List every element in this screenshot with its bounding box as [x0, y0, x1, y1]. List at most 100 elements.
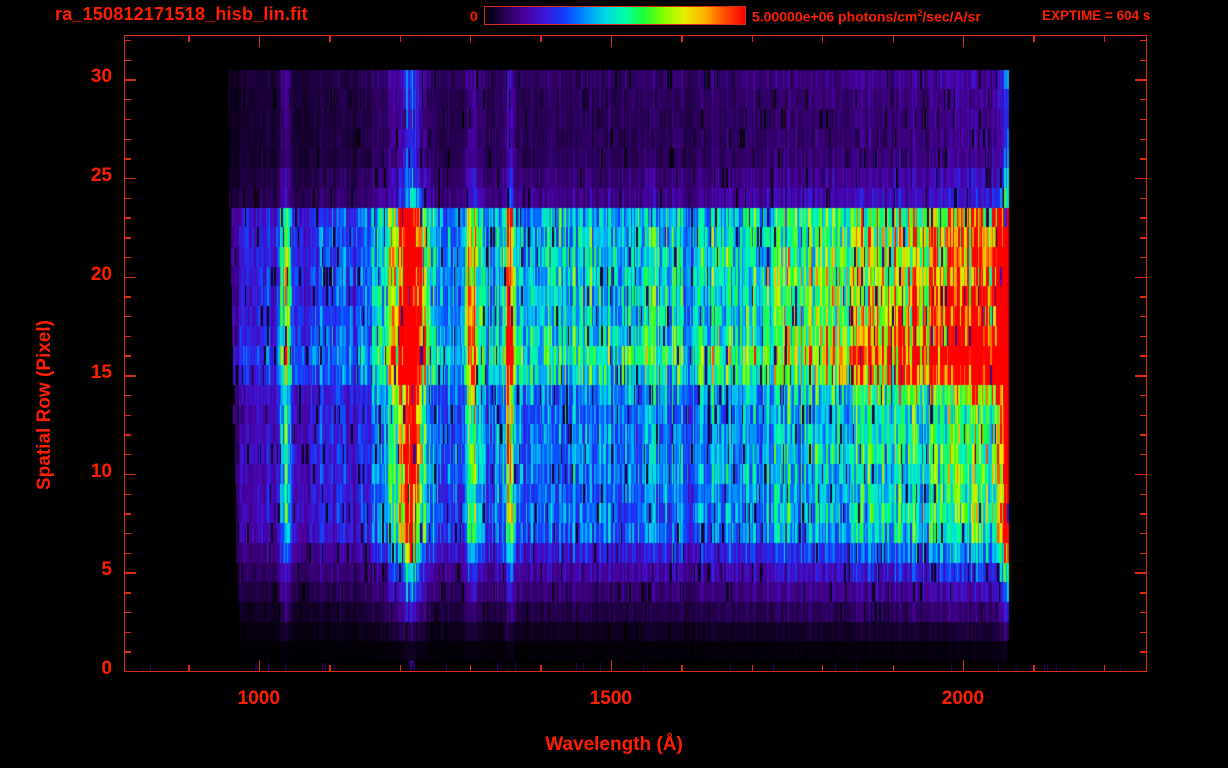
y-minor-tick-right	[1140, 59, 1146, 62]
y-tick-label: 30	[90, 66, 112, 88]
page-title: ra_150812171518_hisb_lin.fit	[55, 4, 308, 24]
y-minor-tick-right	[1140, 355, 1146, 357]
y-minor-tick	[125, 316, 131, 318]
y-minor-tick	[125, 355, 131, 357]
x-tick-label: 1500	[589, 688, 632, 709]
x-minor-tick	[1033, 665, 1035, 671]
x-minor-tick	[892, 665, 894, 671]
y-major-tick-right	[1135, 572, 1146, 574]
x-major-tick-top	[258, 36, 261, 47]
y-tick-label: 0	[101, 658, 112, 679]
x-tick-label: 2000	[941, 688, 985, 709]
x-minor-tick-top	[188, 36, 190, 42]
exptime-label: EXPTIME = 604 s	[1042, 8, 1151, 23]
x-minor-tick	[329, 665, 331, 671]
x-major-tick	[962, 660, 965, 671]
x-minor-tick-top	[822, 36, 824, 42]
y-minor-tick	[125, 394, 131, 397]
y-minor-tick	[125, 256, 131, 259]
y-minor-tick-right	[1140, 296, 1146, 298]
y-major-tick	[125, 473, 136, 476]
y-minor-tick	[125, 414, 131, 417]
y-major-tick-right	[1135, 375, 1146, 377]
x-minor-tick	[188, 665, 190, 671]
y-minor-tick	[125, 454, 131, 456]
y-minor-tick-right	[1140, 631, 1146, 633]
y-tick-label: 5	[101, 559, 112, 581]
y-minor-tick-right	[1140, 256, 1146, 259]
y-minor-tick	[125, 59, 131, 62]
y-minor-tick	[125, 532, 131, 535]
y-major-tick-right	[1135, 473, 1146, 476]
y-minor-tick-right	[1140, 434, 1146, 436]
heatmap-canvas	[125, 36, 1146, 671]
y-major-tick	[125, 572, 136, 574]
y-minor-tick-right	[1140, 39, 1146, 42]
y-tick-label: 15	[90, 362, 112, 384]
y-minor-tick	[125, 651, 131, 653]
y-tick-label: 10	[90, 460, 112, 482]
y-minor-tick-right	[1140, 138, 1146, 140]
x-major-tick-top	[610, 36, 613, 47]
y-minor-tick	[125, 158, 131, 160]
x-minor-tick-top	[1103, 36, 1106, 42]
y-minor-tick	[125, 611, 131, 614]
x-minor-tick-top	[540, 36, 542, 42]
y-major-tick-right	[1135, 276, 1146, 278]
y-minor-tick-right	[1140, 493, 1146, 495]
y-major-tick	[125, 375, 136, 377]
colorbar-min-label: 0	[470, 8, 478, 24]
y-minor-tick-right	[1140, 513, 1146, 515]
y-minor-tick	[125, 39, 131, 42]
y-axis-title: Spatial Row (Pixel)	[34, 320, 55, 490]
x-minor-tick-top	[892, 36, 894, 42]
colorbar-units-suffix: /sec/A/sr	[922, 8, 981, 25]
y-minor-tick	[125, 118, 131, 121]
y-minor-tick-right	[1140, 118, 1146, 121]
x-axis-title: Wavelength (Å)	[545, 734, 683, 755]
x-minor-tick	[751, 665, 754, 671]
x-major-tick	[610, 660, 613, 671]
y-minor-tick-right	[1140, 99, 1146, 101]
y-major-tick-right	[1135, 671, 1146, 673]
y-major-tick	[125, 671, 136, 673]
x-minor-tick-top	[751, 36, 754, 42]
x-tick-label: 1000	[237, 688, 280, 709]
y-minor-tick	[125, 217, 131, 219]
plot-frame	[124, 35, 1147, 672]
y-minor-tick-right	[1140, 394, 1146, 397]
y-minor-tick-right	[1140, 335, 1146, 338]
x-major-tick	[258, 660, 261, 671]
y-minor-tick-right	[1140, 158, 1146, 160]
y-major-tick	[125, 276, 136, 278]
y-minor-tick-right	[1140, 237, 1146, 239]
y-minor-tick	[125, 99, 131, 101]
colorbar-max-value: 5.00000e+06	[752, 8, 835, 25]
y-minor-tick	[125, 592, 131, 594]
x-minor-tick	[540, 665, 542, 671]
x-minor-tick-top	[681, 36, 683, 42]
y-minor-tick-right	[1140, 316, 1146, 318]
y-major-tick-right	[1135, 177, 1146, 180]
y-minor-tick-right	[1140, 532, 1146, 535]
y-minor-tick-right	[1140, 217, 1146, 219]
y-major-tick	[125, 79, 136, 81]
y-minor-tick	[125, 237, 131, 239]
x-major-tick-top	[962, 36, 965, 47]
y-minor-tick	[125, 631, 131, 633]
colorbar-units-prefix: photons/cm	[834, 8, 918, 25]
y-major-tick-right	[1135, 79, 1146, 81]
y-minor-tick	[125, 513, 131, 515]
x-minor-tick	[470, 665, 472, 671]
x-minor-tick-top	[399, 36, 401, 42]
x-minor-tick-top	[1033, 36, 1035, 42]
y-minor-tick-right	[1140, 651, 1146, 653]
y-minor-tick-right	[1140, 552, 1146, 555]
colorbar-max-label: 5.00000e+06 photons/cm2/sec/A/sr	[752, 8, 981, 25]
y-minor-tick-right	[1140, 611, 1146, 614]
x-minor-tick	[399, 665, 401, 671]
y-minor-tick-right	[1140, 592, 1146, 594]
x-minor-tick	[822, 665, 824, 671]
x-minor-tick-top	[470, 36, 472, 42]
